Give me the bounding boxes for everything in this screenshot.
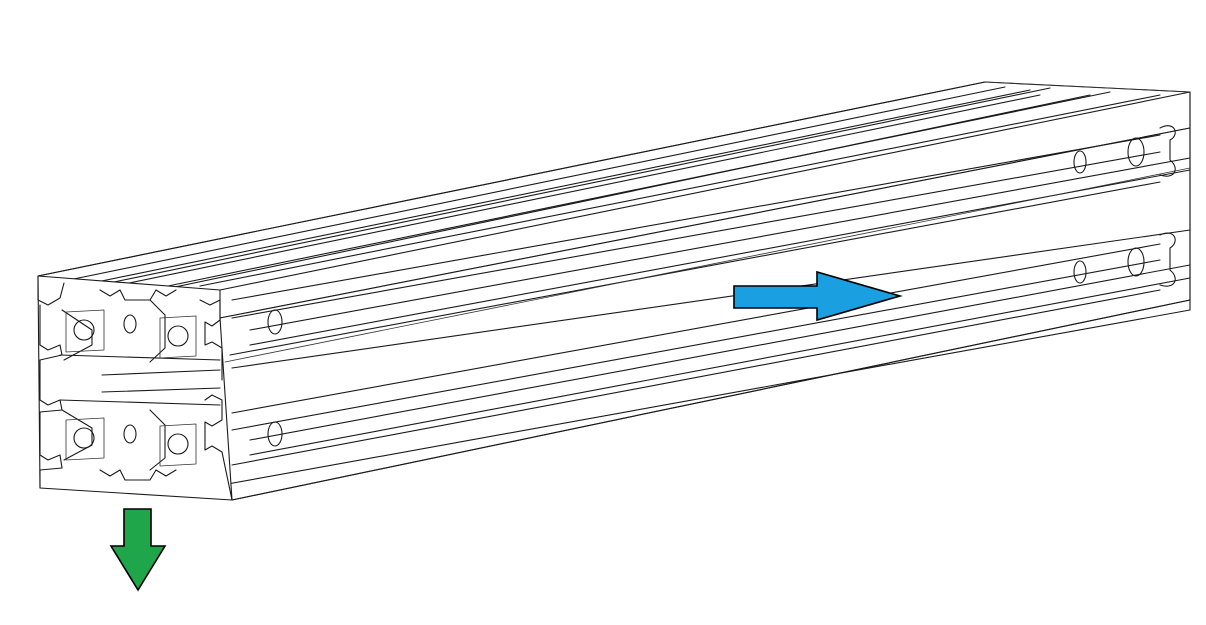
bore-hole-top-left — [73, 319, 95, 341]
blue-arrow — [733, 270, 903, 322]
green-arrow — [109, 508, 167, 592]
bore-hole-bottom-left — [73, 427, 95, 449]
bore-hole-top-right — [167, 325, 189, 347]
extrusion-top-face — [37, 81, 1191, 319]
bore-hole-bottom-right — [167, 433, 189, 455]
extrusion-end-profile — [37, 275, 233, 501]
